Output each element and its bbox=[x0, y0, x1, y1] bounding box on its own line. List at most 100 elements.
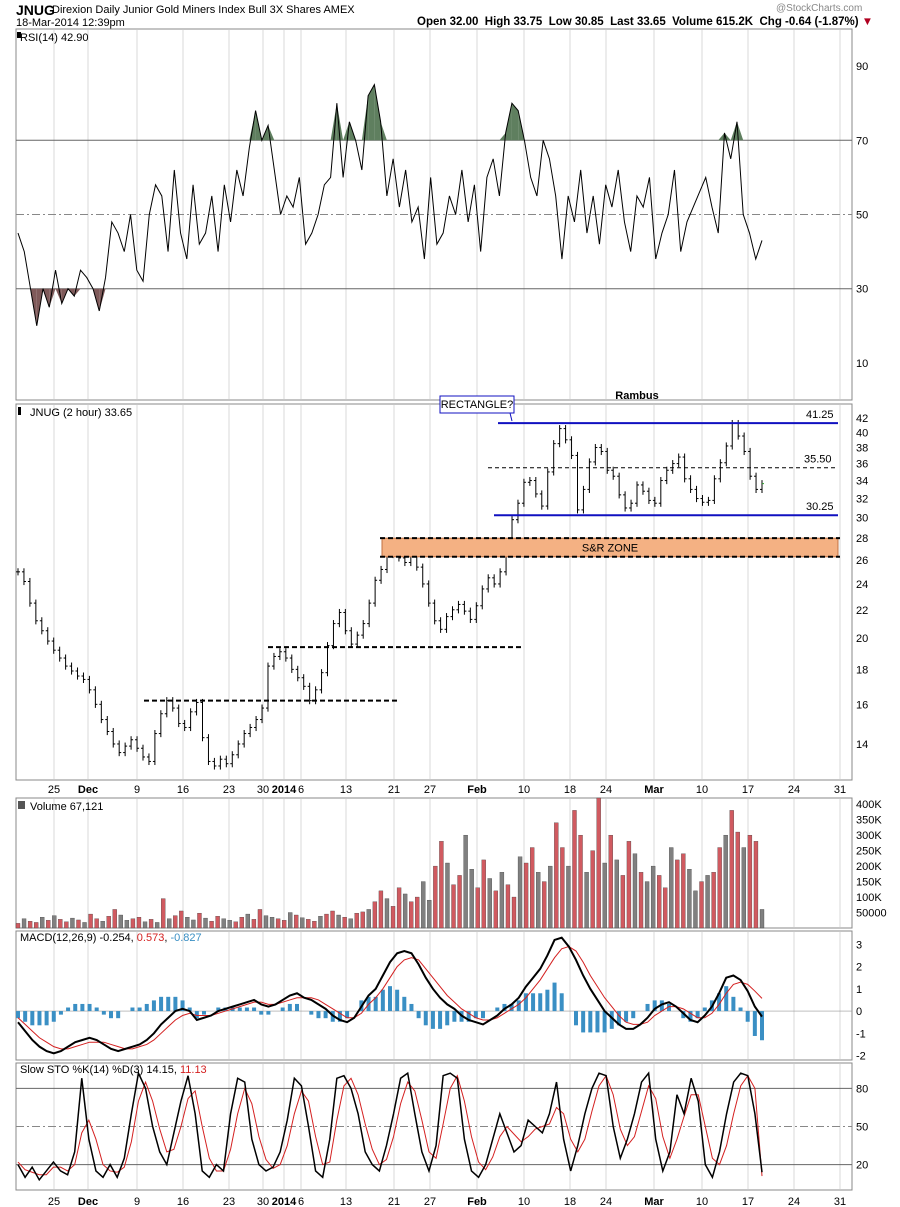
volume-bar bbox=[106, 916, 111, 929]
macd-histogram-bar bbox=[452, 1011, 457, 1022]
volume-bar bbox=[650, 865, 656, 929]
rsi-line bbox=[17, 83, 763, 326]
sr-zone bbox=[381, 537, 839, 558]
volume-bar bbox=[463, 834, 468, 929]
x-tick-label: 9 bbox=[134, 784, 140, 796]
volume-bar bbox=[288, 912, 293, 929]
ohlc-bar bbox=[718, 459, 723, 483]
rsi-overbought-fill bbox=[368, 84, 375, 141]
x-tick-label: 18 bbox=[564, 784, 576, 796]
volume-bar bbox=[614, 859, 619, 929]
ohlc-bar bbox=[51, 637, 56, 654]
author-label: Rambus bbox=[615, 390, 658, 402]
volume-bar bbox=[396, 887, 402, 929]
volume-bar bbox=[584, 872, 589, 929]
volume-y-tick: 150K bbox=[856, 877, 882, 889]
macd-histogram-bar bbox=[94, 1007, 99, 1012]
ohlc-bar bbox=[432, 599, 437, 625]
ohlc-bar bbox=[230, 751, 235, 768]
ohlc-bar bbox=[277, 648, 282, 661]
volume-bar bbox=[324, 913, 329, 929]
volume-bar bbox=[294, 914, 299, 929]
ohlc-bar bbox=[450, 606, 455, 621]
volume-bar bbox=[572, 810, 577, 929]
ohlc-bar bbox=[563, 425, 568, 444]
ohlc-bar bbox=[69, 662, 74, 675]
x-tick-label: 24 bbox=[600, 784, 612, 796]
macd-histogram-bar bbox=[738, 1007, 743, 1012]
sto-title: Slow STO %K(14) %D(3) 14.15, 11.13 bbox=[20, 1064, 207, 1076]
ohlc-bar bbox=[21, 568, 26, 586]
ohlc-bar bbox=[248, 723, 253, 738]
volume-bar bbox=[378, 890, 384, 929]
x-tick-label: 13 bbox=[340, 1196, 352, 1207]
macd-histogram-bar bbox=[101, 1011, 106, 1015]
ohlc-bar bbox=[676, 453, 681, 468]
x-tick-label: Feb bbox=[467, 784, 487, 796]
ohlc-bar bbox=[724, 442, 729, 467]
ohlc-bar bbox=[748, 447, 753, 480]
volume-bar bbox=[523, 862, 529, 929]
ohlc-bar bbox=[527, 477, 532, 486]
sto-d-line bbox=[17, 1074, 763, 1177]
macd-histogram-bar bbox=[23, 1011, 28, 1022]
rsi-oversold-fill bbox=[49, 288, 56, 308]
volume-bar bbox=[306, 919, 311, 929]
ohlc-bar bbox=[623, 491, 628, 512]
rectangle-callout-label: RECTANGLE? bbox=[441, 399, 514, 411]
ohlc-bar bbox=[152, 730, 157, 766]
macd-title: MACD(12,26,9) -0.254, 0.573, -0.827 bbox=[20, 932, 202, 944]
ohlc-bar bbox=[617, 472, 622, 499]
macd-histogram-bar bbox=[66, 1007, 71, 1012]
ohlc-bar bbox=[355, 631, 360, 648]
ohlc-bar bbox=[379, 565, 384, 584]
macd-histogram-bar bbox=[87, 1003, 92, 1012]
volume-bar bbox=[505, 884, 511, 929]
macd-histogram-bar bbox=[609, 1011, 614, 1029]
volume-bar bbox=[257, 909, 263, 929]
ohlc-bar bbox=[140, 744, 145, 761]
ohlc-bar bbox=[75, 667, 80, 680]
macd-histogram-bar bbox=[109, 1011, 113, 1019]
volume-bar bbox=[161, 898, 166, 929]
ohlc-bar bbox=[242, 730, 247, 748]
macd-histogram-bar bbox=[380, 989, 385, 1012]
ohlc-bar bbox=[587, 458, 592, 493]
macd-histogram-bar bbox=[645, 1003, 650, 1012]
ohlc-bar bbox=[694, 485, 699, 503]
macd-histogram-bar bbox=[466, 1011, 471, 1022]
volume-bar bbox=[372, 901, 378, 929]
ohlc-bar bbox=[599, 443, 604, 456]
volume-bar bbox=[638, 872, 644, 929]
macd-histogram-bar bbox=[409, 1003, 414, 1012]
x-tick-label: 13 bbox=[340, 784, 352, 796]
macd-histogram-bar bbox=[280, 1007, 285, 1012]
volume-bar bbox=[753, 841, 759, 929]
x-tick-label: 21 bbox=[388, 1196, 400, 1207]
ohlc-bar bbox=[670, 460, 675, 474]
price-title: JNUG (2 hour) 33.65 bbox=[30, 407, 132, 419]
volume-bar bbox=[402, 893, 408, 929]
ohlc-bar bbox=[462, 600, 467, 615]
volume-bar bbox=[717, 847, 722, 929]
volume-y-tick: 400K bbox=[856, 799, 882, 811]
volume-bar bbox=[729, 810, 734, 929]
macd-histogram-bar bbox=[631, 1011, 636, 1019]
volume-y-tick: 300K bbox=[856, 830, 882, 842]
rsi-y-tick: 90 bbox=[856, 61, 868, 73]
volume-bar bbox=[354, 912, 359, 929]
volume-bar bbox=[58, 919, 63, 929]
chart-timestamp: 18-Mar-2014 12:39pm bbox=[16, 17, 125, 29]
volume-bar bbox=[269, 917, 275, 929]
volume-label: Volume bbox=[672, 16, 713, 28]
ohlc-bar bbox=[111, 727, 116, 748]
rsi-y-tick: 30 bbox=[856, 284, 868, 296]
volume-bar bbox=[669, 847, 674, 929]
ohlc-bar bbox=[593, 443, 598, 466]
volume-bar bbox=[245, 913, 251, 929]
macd-histogram-bar bbox=[438, 1011, 443, 1029]
ohlc-bar bbox=[135, 736, 140, 752]
ohlc-bar bbox=[629, 499, 634, 512]
macd-histogram-bar bbox=[745, 1011, 750, 1022]
macd-histogram-bar bbox=[416, 1011, 421, 1019]
